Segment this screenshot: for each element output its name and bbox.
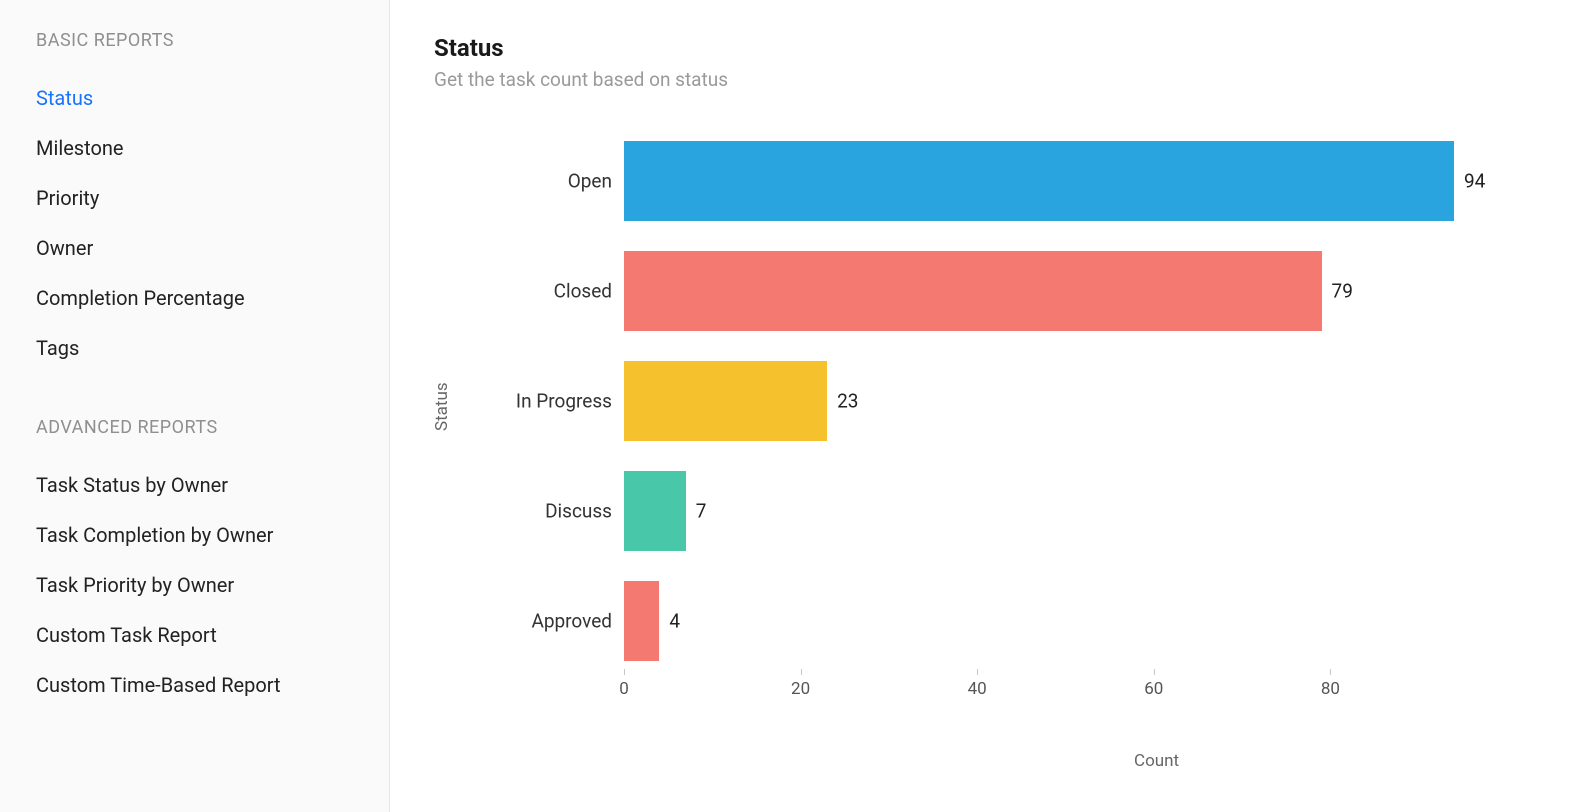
chart-xtick-label: 40 xyxy=(968,679,987,699)
chart-plot-area: Open94 Closed79 In Progress23 Discuss7 Appro… xyxy=(624,141,1454,701)
page-title: Status xyxy=(434,34,1530,62)
chart-xtick-label: 20 xyxy=(791,679,810,699)
sidebar-item-tags[interactable]: Tags xyxy=(36,323,353,373)
chart-xtick-mark xyxy=(801,669,802,675)
bar xyxy=(624,251,1322,331)
sidebar-item-owner[interactable]: Owner xyxy=(36,223,353,273)
sidebar-item-completion-percentage[interactable]: Completion Percentage xyxy=(36,273,353,323)
bar-category-label: Closed xyxy=(554,280,612,303)
advanced-reports-header: ADVANCED REPORTS xyxy=(36,417,353,438)
sidebar-item-status[interactable]: Status xyxy=(36,73,353,123)
bar-category-label: Discuss xyxy=(545,500,612,523)
bar xyxy=(624,141,1454,221)
sidebar-item-custom-time-based-report[interactable]: Custom Time-Based Report xyxy=(36,660,353,710)
chart-xtick-mark xyxy=(977,669,978,675)
chart-xtick-mark xyxy=(1154,669,1155,675)
chart-xtick-mark xyxy=(1330,669,1331,675)
bar-category-label: Approved xyxy=(531,610,612,633)
bar-category-label: In Progress xyxy=(516,390,612,413)
bar-value-label: 4 xyxy=(669,610,680,633)
bar-value-label: 79 xyxy=(1332,280,1353,303)
bar-row: Approved4 xyxy=(624,581,1454,661)
bar xyxy=(624,471,686,551)
bar-value-label: 7 xyxy=(696,500,707,523)
chart-xtick-mark xyxy=(624,669,625,675)
bar-row: Closed79 xyxy=(624,251,1454,331)
chart-xtick-label: 0 xyxy=(619,679,629,699)
basic-reports-list: StatusMilestonePriorityOwnerCompletion P… xyxy=(36,73,353,373)
sidebar-item-task-status-by-owner[interactable]: Task Status by Owner xyxy=(36,460,353,510)
page-subtitle: Get the task count based on status xyxy=(434,68,1530,91)
sidebar-item-task-completion-by-owner[interactable]: Task Completion by Owner xyxy=(36,510,353,560)
basic-reports-header: BASIC REPORTS xyxy=(36,30,353,51)
status-chart: Status Count Open94Closed79In Progress23… xyxy=(434,121,1514,781)
sidebar-item-task-priority-by-owner[interactable]: Task Priority by Owner xyxy=(36,560,353,610)
chart-ylabel: Status xyxy=(432,382,452,431)
main-content: Status Get the task count based on statu… xyxy=(390,0,1574,812)
sidebar-item-milestone[interactable]: Milestone xyxy=(36,123,353,173)
bar-value-label: 94 xyxy=(1464,170,1485,193)
bar xyxy=(624,361,827,441)
bar-row: Open94 xyxy=(624,141,1454,221)
chart-xtick-label: 80 xyxy=(1321,679,1340,699)
sidebar-item-custom-task-report[interactable]: Custom Task Report xyxy=(36,610,353,660)
bar xyxy=(624,581,659,661)
sidebar-item-priority[interactable]: Priority xyxy=(36,173,353,223)
bar-category-label: Open xyxy=(568,170,612,193)
chart-xlabel: Count xyxy=(1134,751,1179,771)
chart-xtick-label: 60 xyxy=(1144,679,1163,699)
sidebar: BASIC REPORTS StatusMilestonePriorityOwn… xyxy=(0,0,390,812)
bar-row: In Progress23 xyxy=(624,361,1454,441)
bar-row: Discuss7 xyxy=(624,471,1454,551)
advanced-reports-list: Task Status by OwnerTask Completion by O… xyxy=(36,460,353,710)
bar-value-label: 23 xyxy=(837,390,858,413)
